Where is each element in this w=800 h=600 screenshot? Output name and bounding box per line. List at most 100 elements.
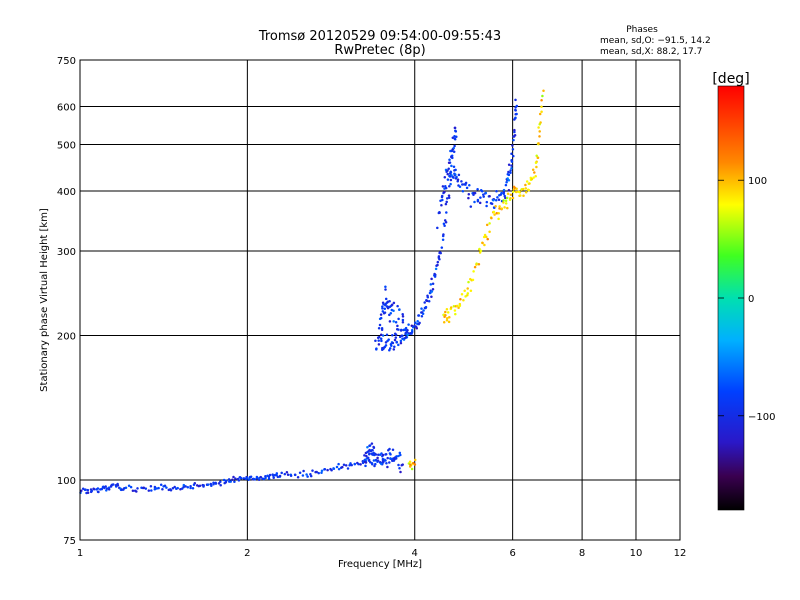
data-point — [540, 105, 543, 109]
data-point — [276, 475, 280, 479]
data-point — [397, 463, 400, 467]
data-point — [219, 480, 222, 484]
data-point — [136, 487, 139, 490]
data-point — [453, 137, 457, 141]
data-point — [449, 178, 453, 182]
data-point — [392, 348, 396, 351]
data-point — [161, 488, 164, 491]
data-point — [404, 328, 407, 332]
data-point — [176, 486, 179, 490]
data-point — [184, 485, 187, 488]
data-point — [337, 467, 341, 471]
data-point — [394, 333, 398, 337]
data-point — [378, 323, 382, 327]
data-point — [225, 479, 228, 483]
data-point — [391, 457, 394, 460]
data-point — [242, 477, 246, 480]
data-point — [450, 149, 454, 153]
colorbar-tick-label: 100 — [748, 176, 767, 187]
data-point — [503, 206, 506, 209]
y-axis-ticks: 75 100 200 300 400 500 600 750 — [57, 56, 76, 547]
y-tick-label: 75 — [63, 536, 76, 547]
data-point — [384, 288, 387, 291]
data-point — [455, 304, 459, 308]
data-point — [496, 196, 499, 199]
data-point — [510, 152, 513, 155]
data-point — [365, 454, 368, 458]
data-point — [512, 154, 515, 158]
data-point — [341, 465, 344, 469]
data-point — [388, 320, 392, 323]
data-point — [494, 199, 498, 202]
data-point — [445, 319, 449, 322]
data-point — [478, 247, 481, 251]
data-point — [478, 201, 482, 205]
data-point — [298, 471, 302, 474]
data-point — [453, 126, 457, 130]
data-point — [255, 475, 259, 479]
phases-legend-title: Phases — [626, 25, 658, 35]
data-point — [131, 489, 135, 492]
data-point — [371, 448, 374, 452]
data-point — [104, 485, 107, 488]
data-point — [429, 283, 433, 286]
data-point — [444, 202, 448, 206]
data-point — [448, 315, 451, 319]
data-point — [359, 463, 362, 466]
data-point — [399, 470, 402, 474]
data-point — [458, 185, 462, 189]
data-point — [391, 448, 395, 451]
data-point — [408, 460, 412, 463]
data-point — [385, 333, 389, 337]
chart-title: Tromsø 20120529 09:54:00-09:55:43 — [258, 29, 501, 44]
data-point — [278, 474, 282, 478]
data-point — [467, 192, 471, 196]
y-tick-label: 200 — [57, 332, 76, 343]
data-point — [506, 192, 510, 196]
data-point — [442, 233, 445, 236]
data-point — [512, 138, 515, 142]
data-point — [509, 193, 513, 197]
data-point — [368, 452, 371, 455]
data-point — [272, 476, 275, 479]
data-point — [153, 485, 157, 489]
data-point — [444, 314, 447, 317]
data-point — [480, 189, 484, 193]
data-point — [495, 211, 499, 215]
data-point — [522, 194, 525, 197]
data-point — [483, 233, 487, 237]
data-point — [469, 289, 473, 293]
data-point — [404, 331, 407, 335]
data-point — [388, 313, 391, 317]
data-point — [452, 146, 455, 150]
x-tick-label: 8 — [579, 548, 585, 559]
data-point — [541, 94, 544, 98]
data-point — [202, 484, 205, 487]
data-point — [342, 463, 346, 467]
data-point — [442, 321, 446, 324]
data-point — [309, 474, 313, 478]
data-point — [366, 456, 370, 460]
data-point — [509, 169, 512, 172]
data-point — [508, 198, 512, 202]
data-point — [515, 187, 518, 190]
data-point — [389, 453, 392, 456]
data-point — [436, 260, 440, 264]
data-point — [540, 99, 543, 102]
data-point — [514, 190, 518, 194]
data-point — [394, 320, 398, 324]
plot-points — [79, 89, 545, 495]
data-point — [386, 465, 389, 469]
data-point — [418, 321, 421, 325]
data-point — [427, 299, 431, 303]
data-point — [414, 321, 417, 324]
x-tick-label: 12 — [674, 548, 687, 559]
data-point — [475, 263, 478, 266]
data-point — [507, 163, 511, 167]
data-point — [107, 486, 111, 489]
data-point — [390, 303, 394, 306]
data-point — [538, 135, 541, 138]
data-point — [537, 126, 540, 129]
data-point — [485, 235, 488, 239]
data-point — [446, 311, 450, 314]
